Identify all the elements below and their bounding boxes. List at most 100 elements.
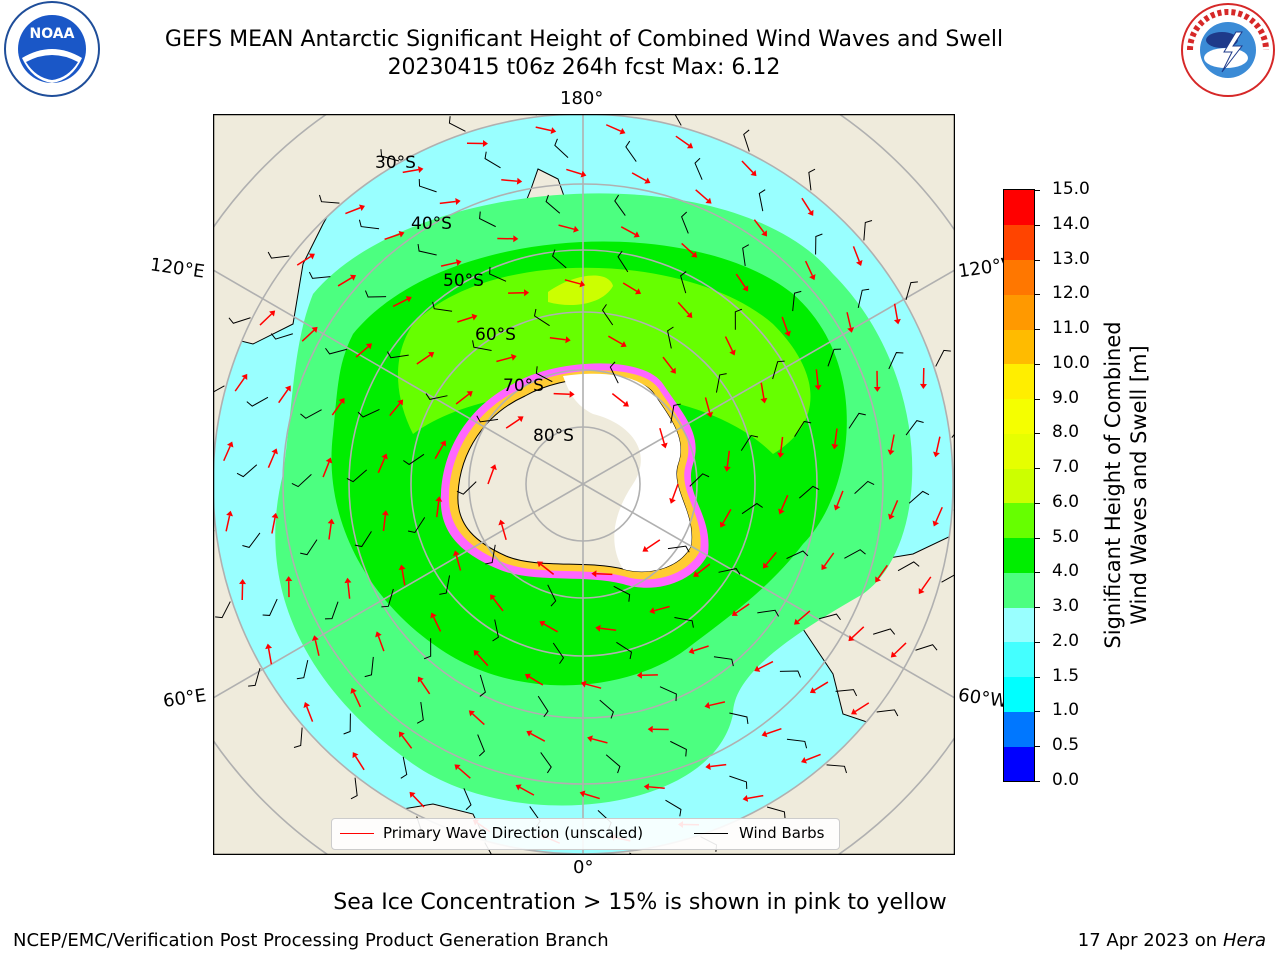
wave-arrow	[472, 713, 485, 726]
colorbar-bin	[1004, 502, 1034, 539]
wave-arrow	[496, 356, 513, 363]
wave-arrow	[781, 316, 789, 333]
colorbar-bin	[1004, 468, 1034, 504]
colorbar-tick-label: 7.0	[1052, 457, 1080, 478]
colorbar-bin	[1004, 433, 1034, 469]
wave-arrow	[296, 255, 312, 266]
wave-arrow	[434, 444, 444, 459]
polar-map: 30°S 40°S 50°S 60°S 70°S 80°S	[213, 114, 955, 855]
wave-arrow-head	[644, 177, 651, 184]
wind-barb	[248, 667, 261, 687]
wave-arrow-head	[498, 519, 506, 526]
wave-arrow	[696, 563, 711, 575]
wind-barb	[915, 644, 938, 651]
footer-host: Hera	[1222, 930, 1266, 951]
wave-arrow-head	[723, 466, 731, 472]
wave-arrow-head	[688, 647, 695, 655]
wave-arrow	[314, 639, 320, 656]
wave-arrow-head	[271, 448, 278, 455]
wind-barb	[296, 660, 309, 680]
wind-barb	[792, 290, 802, 312]
wave-arrow	[709, 701, 726, 707]
wind-barb	[798, 485, 820, 499]
wave-arrow-head	[919, 383, 927, 389]
wave-arrow-head	[760, 397, 768, 404]
wave-arrow	[893, 303, 899, 320]
wind-barb	[827, 348, 842, 367]
wave-arrow-head	[719, 521, 726, 528]
wave-arrow	[804, 260, 814, 276]
wave-arrow-head	[777, 452, 785, 458]
wave-arrow	[801, 197, 812, 213]
wind-barb	[439, 575, 451, 595]
wave-arrow	[543, 623, 558, 633]
wave-arrow-head	[471, 313, 478, 321]
wind-barb	[674, 114, 682, 126]
wave-arrow	[457, 767, 471, 779]
colorbar-tick-label: 12.0	[1052, 283, 1090, 304]
colorbar-tick-mark	[1034, 711, 1040, 713]
wave-arrow-head	[573, 225, 579, 233]
wind-barb	[418, 179, 437, 193]
wave-arrow	[596, 573, 613, 576]
lon-label-120e: 120°E	[148, 254, 206, 283]
wind-barb	[533, 308, 550, 327]
wave-arrow-head	[349, 274, 357, 281]
wave-arrow	[535, 126, 552, 132]
wave-arrow	[566, 168, 582, 175]
wave-arrow-head	[435, 496, 443, 502]
footer-date-text: 17 Apr 2023 on	[1077, 930, 1223, 951]
wave-arrow-head	[454, 764, 461, 771]
wave-arrow	[584, 793, 600, 800]
wind-barb	[616, 641, 633, 660]
wave-arrow-head	[705, 197, 712, 204]
wind-barb	[535, 366, 553, 383]
wind-barb	[325, 347, 348, 355]
wave-arrow-head	[466, 391, 473, 397]
wave-band-5-6m	[398, 267, 811, 454]
wave-arrow	[345, 207, 361, 215]
colorbar-bin	[1004, 329, 1034, 365]
wave-arrow-head	[539, 620, 546, 627]
wave-arrow-head	[510, 353, 517, 361]
wind-barb	[786, 738, 808, 749]
wave-arrow	[631, 172, 647, 182]
wave-arrow	[834, 428, 838, 445]
lon-label-0: 0°	[573, 857, 594, 878]
wave-arrow	[836, 490, 844, 507]
colorbar-label-line1: Significant Height of Combined	[1101, 321, 1125, 649]
colorbar-bin	[1004, 363, 1034, 400]
wave-arrow-head	[595, 624, 601, 632]
wave-arrow-head	[473, 650, 480, 657]
wave-arrow-head	[524, 289, 530, 297]
colorbar-tick-mark	[1034, 781, 1040, 782]
wave-arrow	[382, 514, 387, 532]
wind-barb	[718, 568, 741, 575]
wave-arrow-head	[524, 673, 531, 680]
wind-barb	[729, 712, 749, 724]
wave-arrow-head	[893, 318, 901, 325]
wave-arrow	[726, 450, 731, 467]
wave-arrow	[301, 329, 315, 342]
wave-arrow	[805, 753, 821, 761]
wind-barb	[689, 473, 710, 487]
wave-arrow	[779, 436, 784, 454]
wave-arrow-head	[311, 635, 319, 641]
wave-arrow	[646, 539, 661, 550]
wave-arrow-head	[642, 545, 649, 552]
noaa-logo: NOAA	[4, 1, 100, 97]
noaa-logo-text: NOAA	[30, 26, 75, 42]
wind-barb	[350, 777, 358, 800]
wave-arrow-head	[344, 577, 352, 584]
wave-arrow-head	[731, 610, 738, 616]
wave-arrow	[267, 452, 276, 469]
map-frame	[213, 114, 955, 855]
wind-barb	[670, 403, 681, 424]
wind-barb	[308, 271, 331, 279]
colorbar-tick-mark	[1034, 259, 1040, 261]
colorbar-tick-mark	[1034, 433, 1040, 435]
wave-arrow	[608, 335, 623, 345]
wave-arrow-head	[636, 671, 642, 679]
wind-barb	[489, 266, 507, 282]
wave-arrow	[890, 499, 899, 516]
